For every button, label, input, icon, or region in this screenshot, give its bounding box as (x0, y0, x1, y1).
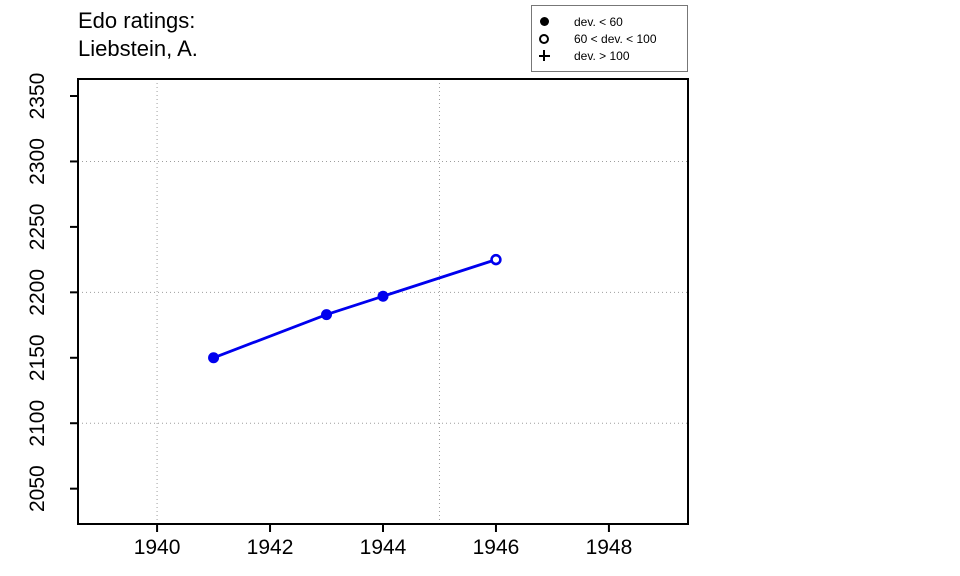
y-tick-label: 2250 (26, 204, 49, 251)
y-tick-label: 2150 (26, 334, 49, 381)
chart-title: Edo ratings: Liebstein, A. (78, 7, 198, 63)
y-tick-label: 2200 (26, 269, 49, 316)
x-tick-label: 1944 (360, 536, 407, 559)
y-tick-label: 2050 (26, 465, 49, 512)
legend-label: 60 < dev. < 100 (574, 31, 657, 46)
y-tick-label: 2300 (26, 138, 49, 185)
x-tick-label: 1948 (586, 536, 633, 559)
plot-box (77, 78, 689, 525)
legend-item: dev. < 60 (532, 13, 687, 30)
legend-label: dev. > 100 (574, 48, 630, 63)
legend-label: dev. < 60 (574, 14, 623, 29)
data-point-filled (377, 290, 389, 302)
legend-item: 60 < dev. < 100 (532, 30, 687, 47)
x-tick-label: 1940 (134, 536, 181, 559)
data-line (212, 258, 498, 360)
y-tick-label: 2100 (26, 400, 49, 447)
legend-item: dev. > 100 (532, 47, 687, 64)
data-point-open (490, 253, 502, 266)
x-tick-label: 1946 (473, 536, 520, 559)
open-circle-icon (532, 33, 556, 44)
filled-circle-icon (532, 17, 556, 26)
plus-icon (532, 50, 556, 61)
chart-title-line1: Edo ratings: (78, 8, 196, 33)
legend: dev. < 60 60 < dev. < 100 dev. > 100 (531, 5, 688, 72)
data-point-filled (321, 309, 333, 321)
x-tick-label: 1942 (247, 536, 294, 559)
y-tick-label: 2350 (26, 73, 49, 120)
chart-title-line2: Liebstein, A. (78, 36, 198, 61)
data-point-filled (208, 352, 220, 364)
